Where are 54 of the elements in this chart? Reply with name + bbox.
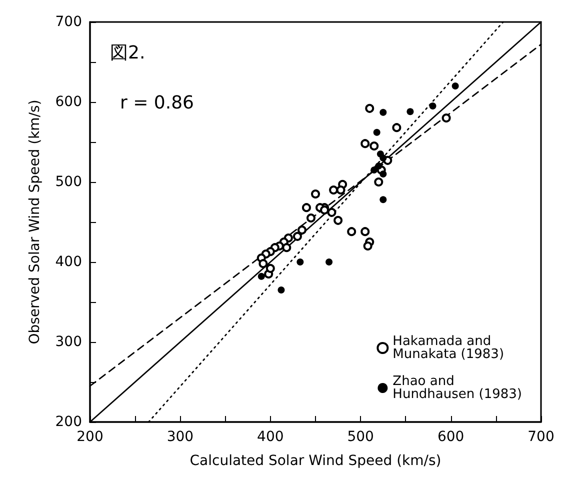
point xyxy=(306,214,316,222)
point xyxy=(373,128,380,136)
x-tick-label: 200 xyxy=(76,429,104,445)
x-tick-label: 700 xyxy=(528,429,554,445)
point xyxy=(374,178,384,186)
y-tick-label: 500 xyxy=(55,174,82,190)
y-axis-title: Observed Solar Wind Speed (km/s) xyxy=(27,100,43,344)
point xyxy=(327,208,336,217)
point xyxy=(258,259,268,268)
y-tick-label: 200 xyxy=(55,414,82,430)
y-tick-label: 300 xyxy=(55,334,82,350)
point xyxy=(334,216,343,225)
x-tick-label: 500 xyxy=(347,429,374,445)
point xyxy=(302,203,311,212)
x-tick-label: 300 xyxy=(166,429,194,445)
point xyxy=(370,142,379,150)
y-tick-label: 700 xyxy=(55,14,82,30)
annotation: r = 0.86 xyxy=(120,92,194,114)
point xyxy=(278,286,285,294)
point xyxy=(406,108,414,116)
point xyxy=(320,206,330,214)
point xyxy=(375,162,382,170)
point xyxy=(360,139,370,148)
point xyxy=(380,108,387,116)
y-tick-label: 600 xyxy=(55,94,82,110)
point xyxy=(347,227,356,236)
point xyxy=(442,114,451,122)
x-tick-label: 600 xyxy=(437,429,464,445)
point xyxy=(326,258,333,266)
point xyxy=(365,104,374,113)
point xyxy=(363,242,372,250)
legend-label: Zhao and Hundhausen (1983) xyxy=(392,374,522,402)
point xyxy=(376,150,384,158)
point xyxy=(380,170,387,178)
annotation: 図2. xyxy=(110,42,146,64)
x-tick-label: 400 xyxy=(257,429,284,445)
x-axis-title: Calculated Solar Wind Speed (km/s) xyxy=(190,453,442,469)
point xyxy=(292,232,302,241)
point xyxy=(282,243,292,252)
legend-label: Hakamada and Munakata (1983) xyxy=(392,334,504,362)
point xyxy=(266,264,275,273)
point xyxy=(311,190,320,198)
point xyxy=(297,226,306,234)
point xyxy=(452,82,459,90)
point xyxy=(392,123,402,132)
point xyxy=(258,272,265,280)
point xyxy=(329,186,338,194)
point xyxy=(360,227,370,236)
point xyxy=(429,102,436,110)
point xyxy=(380,196,387,204)
point xyxy=(336,186,346,194)
point xyxy=(296,258,304,266)
point xyxy=(370,166,378,174)
y-tick-label: 400 xyxy=(55,254,82,270)
